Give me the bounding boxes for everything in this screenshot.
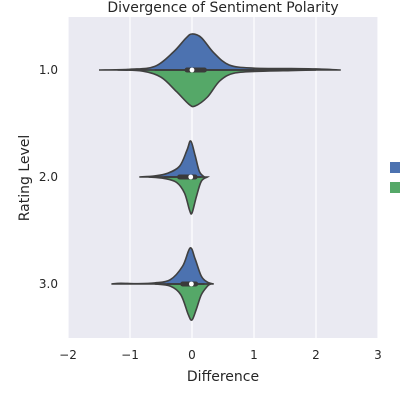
violin-upper-half (139, 140, 205, 177)
violin-lower-outline (117, 69, 317, 108)
x-tick-label: 1 (250, 348, 258, 362)
violin-1 (98, 33, 341, 108)
x-tick-label: 3 (374, 348, 382, 362)
median-point (189, 67, 195, 73)
median-point (188, 174, 194, 180)
legend-swatch (390, 182, 400, 193)
violin-lower-outline (148, 176, 211, 215)
x-tick-label: 0 (188, 348, 196, 362)
y-tick-label: 3.0 (39, 277, 58, 291)
chart-title: Divergence of Sentiment Polarity (107, 0, 338, 16)
violins (98, 33, 341, 321)
x-tick-label: −2 (59, 348, 77, 362)
violin-lower-half (148, 177, 208, 214)
violin-upper-half (99, 33, 341, 70)
y-tick-label: 1.0 (39, 63, 58, 77)
violin-lower-outline (154, 283, 214, 321)
violin-upper-outline (111, 247, 214, 285)
legend-swatch (390, 162, 400, 173)
y-tick-label: 2.0 (39, 170, 58, 184)
violin-lower-half (117, 70, 316, 107)
violin-upper-outline (139, 140, 207, 178)
violin-lower-half (154, 284, 211, 321)
y-tick-labels: 1.0 2.0 3.0 (39, 63, 58, 291)
y-axis-label: Rating Level (17, 135, 33, 222)
x-tick-labels: −2 −1 0 1 2 3 (59, 348, 382, 362)
violin-upper-outline (98, 33, 341, 71)
legend (390, 162, 400, 193)
violin-3 (111, 247, 214, 321)
median-point (188, 281, 194, 287)
x-tick-label: −1 (121, 348, 139, 362)
violin-upper-half (111, 247, 214, 284)
violin-2 (139, 140, 211, 215)
x-axis-label: Difference (187, 369, 259, 385)
x-tick-label: 2 (312, 348, 320, 362)
